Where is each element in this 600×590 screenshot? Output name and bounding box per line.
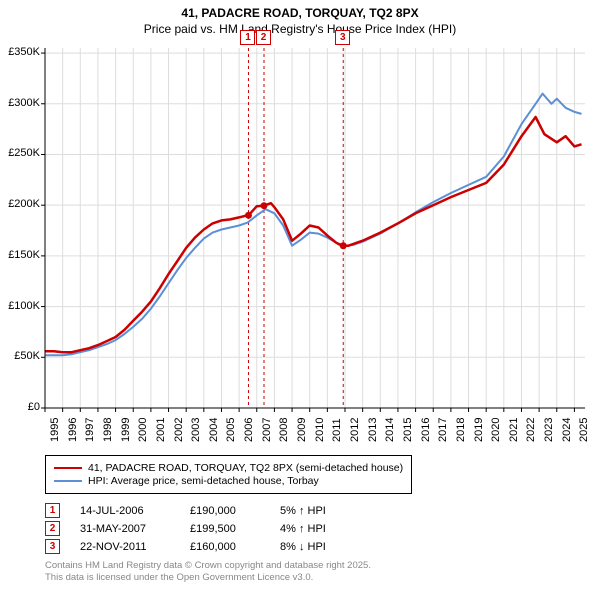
x-tick-label: 2015 (402, 418, 414, 442)
legend-row: 41, PADACRE ROAD, TORQUAY, TQ2 8PX (semi… (54, 462, 403, 474)
y-tick-label: £100K (0, 300, 40, 312)
x-tick-label: 1998 (102, 418, 114, 442)
x-tick-label: 2011 (331, 418, 343, 442)
title-line2: Price paid vs. HM Land Registry's House … (0, 22, 600, 38)
y-tick-label: £200K (0, 198, 40, 210)
legend-row: HPI: Average price, semi-detached house,… (54, 475, 403, 487)
x-tick-label: 2020 (490, 418, 502, 442)
x-tick-label: 2005 (225, 418, 237, 442)
legend-label: 41, PADACRE ROAD, TORQUAY, TQ2 8PX (semi… (88, 462, 403, 474)
event-marker: 2 (45, 521, 60, 536)
event-date: 31-MAY-2007 (80, 523, 170, 535)
x-tick-label: 2006 (243, 418, 255, 442)
event-pct: 5% ↑ HPI (280, 505, 370, 517)
y-tick-label: £300K (0, 97, 40, 109)
x-tick-label: 2017 (437, 418, 449, 442)
footer: Contains HM Land Registry data © Crown c… (45, 560, 371, 584)
title-line1: 41, PADACRE ROAD, TORQUAY, TQ2 8PX (0, 6, 600, 22)
chart-title: 41, PADACRE ROAD, TORQUAY, TQ2 8PX Price… (0, 0, 600, 37)
event-row: 3 22-NOV-2011 £160,000 8% ↓ HPI (45, 539, 370, 554)
x-tick-label: 2023 (543, 418, 555, 442)
event-marker: 3 (45, 539, 60, 554)
event-price: £160,000 (190, 541, 260, 553)
x-tick-label: 2013 (367, 418, 379, 442)
x-tick-label: 2012 (349, 418, 361, 442)
legend: 41, PADACRE ROAD, TORQUAY, TQ2 8PX (semi… (45, 455, 412, 494)
y-tick-label: £250K (0, 147, 40, 159)
x-tick-label: 2002 (173, 418, 185, 442)
x-tick-label: 1999 (120, 418, 132, 442)
x-tick-label: 2022 (525, 418, 537, 442)
x-tick-label: 2016 (420, 418, 432, 442)
legend-label: HPI: Average price, semi-detached house,… (88, 475, 319, 487)
chart-container: 41, PADACRE ROAD, TORQUAY, TQ2 8PX Price… (0, 0, 600, 590)
x-tick-label: 2003 (190, 418, 202, 442)
x-tick-label: 2008 (278, 418, 290, 442)
footer-line1: Contains HM Land Registry data © Crown c… (45, 560, 371, 572)
event-pct: 4% ↑ HPI (280, 523, 370, 535)
x-tick-label: 2007 (261, 418, 273, 442)
x-tick-label: 2000 (137, 418, 149, 442)
x-tick-label: 2009 (296, 418, 308, 442)
x-tick-label: 2010 (314, 418, 326, 442)
footer-line2: This data is licensed under the Open Gov… (45, 572, 371, 584)
y-tick-label: £50K (0, 350, 40, 362)
event-price: £190,000 (190, 505, 260, 517)
event-date: 14-JUL-2006 (80, 505, 170, 517)
x-tick-label: 1997 (84, 418, 96, 442)
x-tick-label: 1995 (49, 418, 61, 442)
legend-swatch (54, 480, 82, 482)
x-tick-label: 2024 (561, 418, 573, 442)
x-tick-label: 2001 (155, 418, 167, 442)
event-marker: 3 (335, 30, 350, 45)
chart-svg (45, 48, 585, 408)
event-marker: 1 (240, 30, 255, 45)
legend-swatch (54, 467, 82, 469)
event-price: £199,500 (190, 523, 260, 535)
events-table: 1 14-JUL-2006 £190,000 5% ↑ HPI 2 31-MAY-2007… (45, 500, 370, 557)
x-tick-label: 2025 (578, 418, 590, 442)
x-tick-label: 1996 (67, 418, 79, 442)
event-pct: 8% ↓ HPI (280, 541, 370, 553)
x-tick-label: 2014 (384, 418, 396, 442)
y-tick-label: £150K (0, 249, 40, 261)
y-tick-label: £350K (0, 46, 40, 58)
event-date: 22-NOV-2011 (80, 541, 170, 553)
y-tick-label: £0 (0, 401, 40, 413)
event-marker: 2 (256, 30, 271, 45)
x-tick-label: 2018 (455, 418, 467, 442)
event-row: 2 31-MAY-2007 £199,500 4% ↑ HPI (45, 521, 370, 536)
x-tick-label: 2004 (208, 418, 220, 442)
event-row: 1 14-JUL-2006 £190,000 5% ↑ HPI (45, 503, 370, 518)
x-tick-label: 2019 (473, 418, 485, 442)
chart-plot-area (45, 48, 585, 408)
x-tick-label: 2021 (508, 418, 520, 442)
event-marker: 1 (45, 503, 60, 518)
